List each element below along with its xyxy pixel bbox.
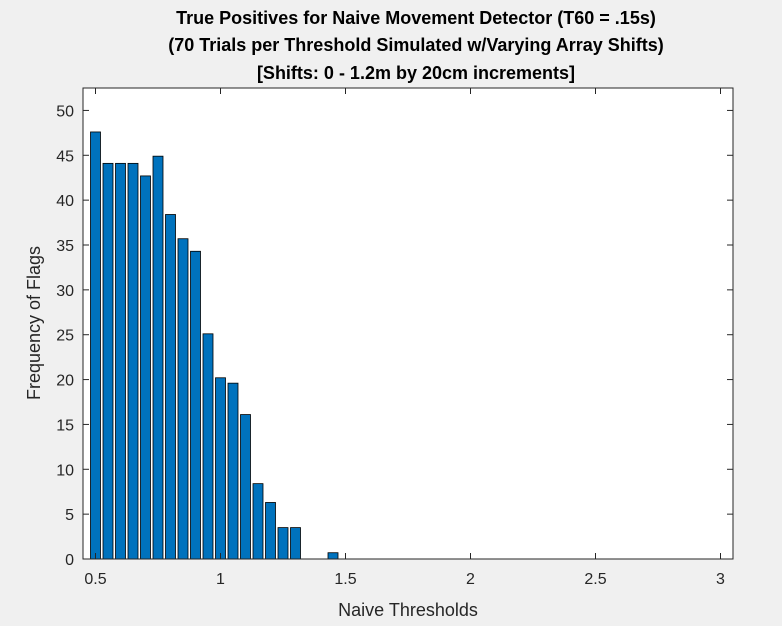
bar — [165, 214, 176, 560]
y-tick-label: 40 — [56, 193, 74, 210]
y-tick-label: 20 — [56, 373, 74, 390]
bar — [277, 527, 289, 560]
chart-title-line-2: (70 Trials per Threshold Simulated w/Var… — [168, 35, 663, 55]
bar — [265, 502, 276, 560]
x-axis-label: Naive Thresholds — [338, 600, 478, 620]
y-tick-label: 50 — [56, 103, 74, 120]
bar — [127, 162, 139, 560]
y-axis-ticks: 0 5 10 15 20 25 30 35 40 45 50 — [56, 103, 733, 569]
y-tick-label: 30 — [56, 283, 74, 300]
bar — [152, 155, 164, 560]
y-tick-label: 35 — [56, 238, 74, 255]
chart-title-line-3: [Shifts: 0 - 1.2m by 20cm increments] — [257, 63, 575, 83]
y-tick-label: 45 — [56, 148, 74, 165]
bar — [202, 333, 214, 560]
y-tick-label: 10 — [56, 462, 74, 479]
y-tick-label: 25 — [56, 328, 74, 345]
y-tick-label: 0 — [65, 552, 74, 569]
bar — [227, 382, 239, 560]
y-tick-label: 5 — [65, 507, 74, 524]
x-tick-label: 2 — [466, 571, 475, 588]
bar — [290, 527, 301, 560]
chart-title: True Positives for Naive Movement Detect… — [168, 8, 663, 83]
bar — [327, 552, 339, 560]
x-axis-ticks: 0.5 1 1.5 2 2.5 3 — [84, 88, 725, 588]
bar — [190, 250, 201, 560]
x-tick-label: 0.5 — [84, 571, 106, 588]
x-tick-label: 1.5 — [334, 571, 356, 588]
chart-title-line-1: True Positives for Naive Movement Detect… — [176, 8, 656, 28]
y-axis-label: Frequency of Flags — [24, 246, 44, 400]
x-tick-label: 1 — [216, 571, 225, 588]
bar — [177, 238, 189, 560]
bar — [252, 483, 264, 560]
plot-frame — [82, 87, 734, 560]
bar — [240, 414, 251, 560]
bar — [115, 162, 126, 560]
bar — [140, 175, 151, 560]
bar — [102, 162, 114, 560]
y-tick-label: 15 — [56, 417, 74, 434]
bar — [90, 131, 101, 560]
x-tick-label: 2.5 — [584, 571, 606, 588]
bar — [215, 377, 226, 560]
x-tick-label: 3 — [716, 571, 725, 588]
